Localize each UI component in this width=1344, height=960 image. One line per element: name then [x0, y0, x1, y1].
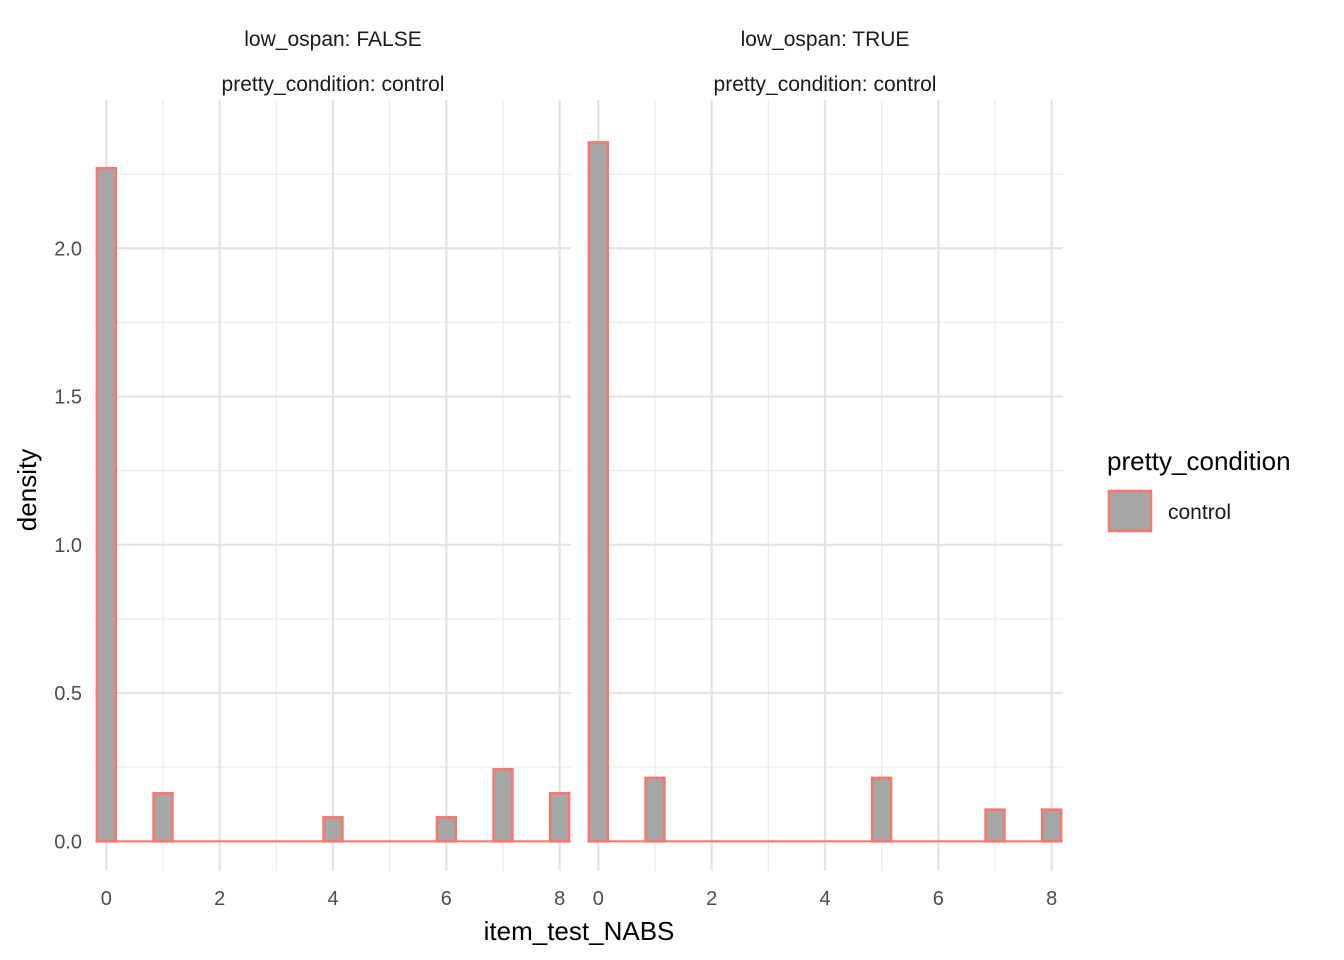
x-tick-label: 6	[933, 888, 944, 910]
x-tick-label: 2	[214, 888, 225, 910]
y-tick-label: 2.0	[54, 238, 82, 260]
y-tick-label: 1.5	[54, 387, 82, 409]
y-tick-label: 1.0	[54, 535, 82, 557]
histogram-bar	[870, 776, 893, 843]
legend-title: pretty_condition	[1107, 446, 1291, 476]
x-tick-label: 4	[819, 888, 830, 910]
histogram-bar	[152, 792, 174, 843]
x-axis-title: item_test_NABS	[484, 916, 675, 946]
x-tick-label: 2	[706, 888, 717, 910]
histogram-bar	[95, 166, 118, 843]
histogram-bar	[984, 808, 1006, 843]
histogram-bar	[548, 792, 571, 843]
x-tick-label: 8	[554, 888, 565, 910]
histogram-bar	[1040, 808, 1063, 843]
histogram-bar	[435, 816, 458, 843]
y-tick-label: 0.0	[54, 831, 82, 853]
facet-strip-label-bottom: pretty_condition: control	[222, 73, 445, 96]
panel-2: 0 2 4 6 8 low_ospan: TRUE pretty_condition: co…	[587, 28, 1063, 910]
y-axis-title: density	[12, 449, 42, 531]
legend-label-control: control	[1168, 501, 1231, 524]
y-tick-label: 0.5	[54, 683, 82, 705]
legend: pretty_condition control	[1107, 446, 1291, 533]
panel-1: 0 2 4 6 8 0.0 0.5 1.0 1.5 2.0 low_ospan: FALSE pret…	[54, 28, 571, 910]
legend-key-control	[1107, 489, 1153, 533]
x-tick-label: 0	[593, 888, 604, 910]
histogram-bar	[644, 776, 666, 843]
facet-strip-label-top: low_ospan: TRUE	[741, 28, 910, 51]
x-tick-label: 8	[1046, 888, 1057, 910]
x-tick-label: 6	[441, 888, 452, 910]
histogram-bar	[322, 816, 344, 843]
histogram-bar	[492, 768, 514, 843]
histogram-bar	[587, 141, 610, 843]
facet-strip-label-bottom: pretty_condition: control	[714, 73, 937, 96]
facet-strip-label-top: low_ospan: FALSE	[244, 28, 421, 51]
x-tick-label: 0	[101, 888, 112, 910]
x-tick-label: 4	[327, 888, 338, 910]
